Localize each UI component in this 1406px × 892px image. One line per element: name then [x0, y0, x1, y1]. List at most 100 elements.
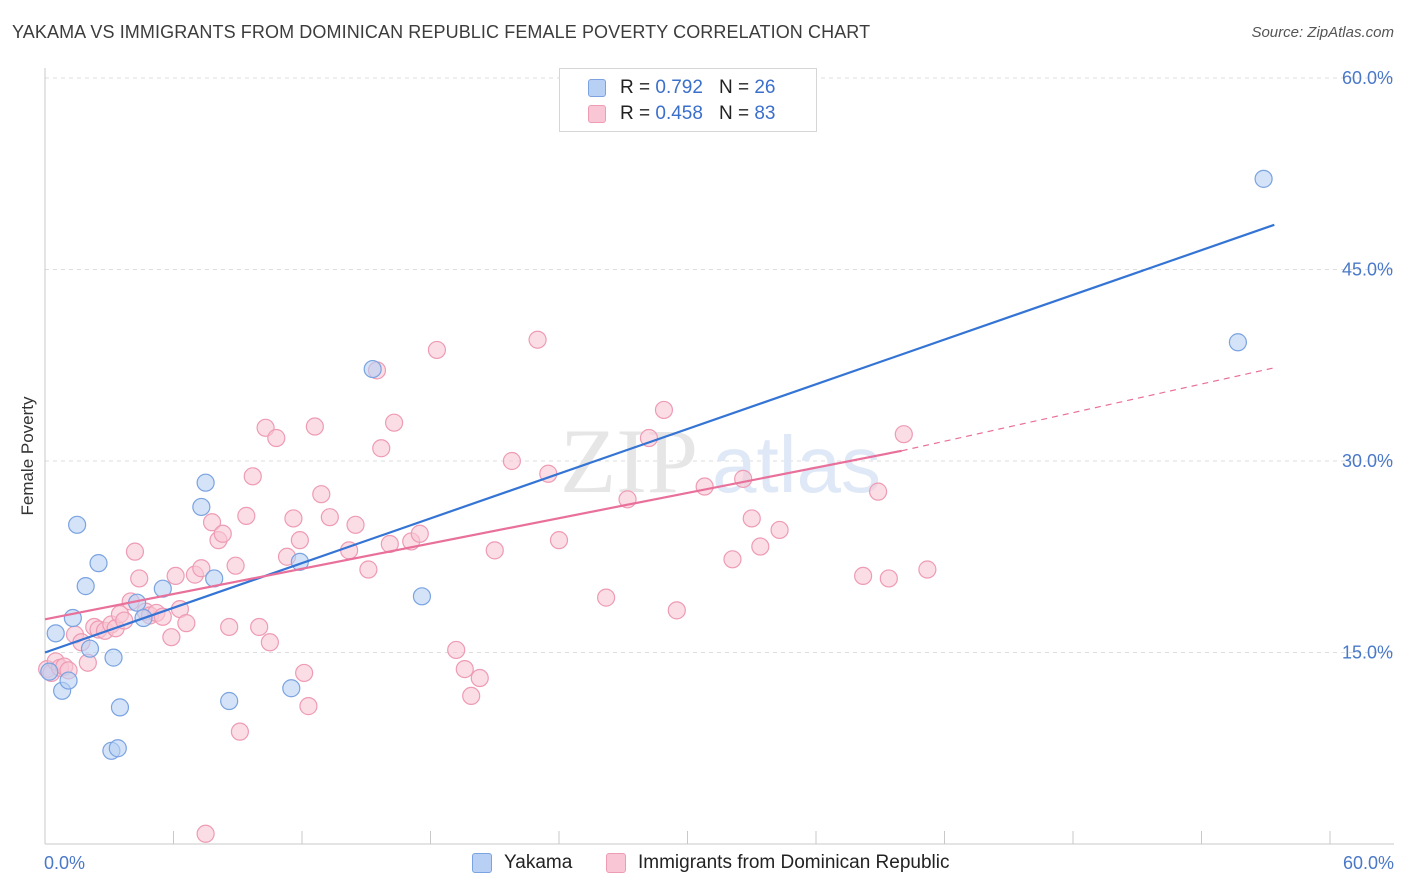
chart-title: YAKAMA VS IMMIGRANTS FROM DOMINICAN REPU… — [12, 22, 871, 42]
dominican-point — [305, 417, 324, 436]
dominican-point — [312, 485, 331, 504]
yakama-point — [40, 662, 59, 681]
x-tick-label-min: 0.0% — [44, 853, 85, 873]
dominican-point — [485, 541, 504, 560]
yakama-point — [192, 497, 211, 517]
dominican-point — [162, 628, 181, 647]
legend-r-value: 0.458 — [655, 103, 703, 124]
yakama-point — [76, 577, 95, 596]
yakama-point — [80, 639, 100, 658]
bottom-legend-dominican: Immigrants from Dominican Republic — [606, 852, 950, 874]
dominican-point — [528, 330, 547, 349]
dominican-point — [639, 428, 659, 448]
dominican-point — [290, 531, 309, 550]
y-tick-label: 45.0% — [1342, 260, 1393, 280]
dominican-point — [177, 614, 196, 633]
x-ticks — [44, 831, 1331, 844]
bottom-legend-swatch-dominican — [606, 853, 626, 873]
yakama-point — [1228, 333, 1248, 352]
x-tick-label-max: 60.0% — [1343, 853, 1394, 873]
dominican-point — [284, 509, 303, 528]
dominican-point — [742, 509, 761, 528]
yakama-point — [89, 554, 108, 573]
dominican-point — [447, 640, 466, 660]
yakama-point — [59, 671, 78, 690]
legend-n-label: N = — [718, 77, 750, 98]
legend-n-label: N = — [718, 103, 750, 124]
legend-row-dominican: R = 0.458 N = 83 — [588, 101, 775, 127]
legend-n-value: 83 — [754, 103, 776, 124]
trend-line-dominican-extension — [901, 367, 1275, 452]
legend-swatch-yakama — [588, 79, 606, 97]
axes — [44, 68, 1394, 845]
legend-r-label: R = — [620, 77, 651, 98]
y-tick-label: 60.0% — [1342, 68, 1393, 88]
yakama-point — [220, 691, 239, 711]
dominican-point — [267, 428, 286, 448]
source-label: Source: ZipAtlas.com — [1251, 24, 1394, 41]
dominican-point — [470, 668, 489, 688]
dominican-point — [770, 520, 789, 540]
dominican-point — [243, 467, 262, 486]
bottom-legend-label-yakama: Yakama — [504, 852, 573, 873]
watermark-atlas: atlas — [712, 420, 881, 509]
dominican-point — [213, 524, 232, 543]
dominican-point — [295, 663, 314, 683]
dominican-point — [695, 477, 714, 496]
dominican-point — [879, 569, 898, 588]
bottom-legend-label-dominican: Immigrants from Dominican Republic — [638, 852, 950, 873]
yakama-point — [46, 624, 65, 643]
dominican-point — [346, 515, 365, 534]
legend-row-yakama: R = 0.792 N = 26 — [588, 75, 775, 101]
yakama-point — [68, 515, 87, 534]
yakama-point — [108, 739, 127, 758]
dominican-point — [230, 722, 249, 741]
dominican-point — [226, 556, 245, 575]
dominican-point — [130, 569, 149, 588]
dominican-point — [502, 451, 521, 471]
dominican-point — [549, 531, 569, 550]
y-tick-label: 15.0% — [1342, 643, 1393, 663]
dominican-point — [384, 413, 404, 432]
dominican-point — [869, 482, 888, 501]
dominican-point — [166, 566, 185, 586]
yakama-point — [363, 359, 382, 379]
trend-line-dominican — [44, 449, 902, 621]
dominican-point — [427, 340, 447, 360]
dominican-point — [192, 559, 211, 578]
dominican-point — [734, 469, 753, 488]
dominican-point — [723, 550, 742, 569]
dominican-point — [667, 601, 686, 620]
legend-r-label: R = — [620, 103, 651, 124]
dominican-point — [220, 617, 239, 637]
dominican-point — [196, 824, 215, 843]
dominican-point — [918, 560, 937, 579]
yakama-point — [1254, 169, 1273, 188]
yakama-point — [412, 587, 432, 606]
dominican-point — [410, 524, 429, 543]
dominican-point — [597, 588, 616, 607]
legend-swatch-dominican — [588, 105, 606, 123]
dominican-point — [299, 697, 318, 716]
trend-line-yakama — [44, 223, 1275, 654]
dominican-point — [372, 439, 391, 458]
dominican-point — [320, 508, 339, 527]
yakama-point — [282, 679, 301, 698]
dominican-point — [125, 542, 145, 561]
legend: R = 0.792 N = 26 R = 0.458 N = 83 — [559, 68, 817, 132]
series-yakama — [40, 169, 1273, 760]
dominican-point — [854, 566, 873, 586]
dominican-point — [202, 513, 222, 532]
bottom-legend-swatch-yakama — [472, 853, 492, 873]
bottom-legend-yakama: Yakama — [472, 852, 572, 874]
dominican-point — [751, 537, 770, 556]
gridlines — [45, 77, 1394, 653]
y-tick-label: 30.0% — [1342, 451, 1393, 471]
yakama-point — [110, 698, 130, 717]
legend-n-value: 26 — [754, 77, 776, 98]
dominican-point — [455, 659, 474, 679]
dominican-point — [250, 617, 269, 637]
dominican-point — [654, 400, 674, 420]
dominican-point — [359, 560, 378, 579]
